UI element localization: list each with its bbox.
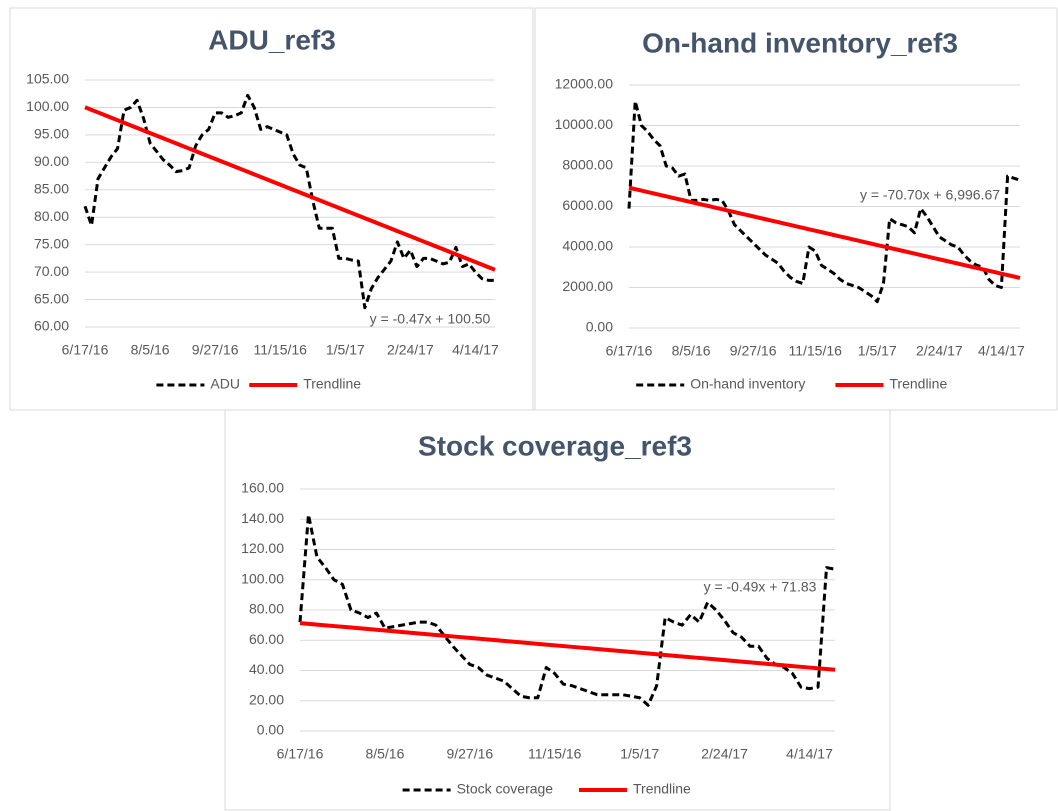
y-tick-label: 60.00 xyxy=(249,631,284,647)
y-tick-label: 0.00 xyxy=(586,319,613,335)
x-tick-label: 2/24/17 xyxy=(916,343,963,359)
chart-title: On-hand inventory_ref3 xyxy=(642,27,958,58)
y-tick-label: 80.00 xyxy=(249,601,284,617)
legend-label: ADU xyxy=(210,376,240,392)
chart-panel: ADU_ref3 60.00 65.00 70.00 75.00 80.00 85.00 90… xyxy=(9,7,534,411)
x-tick-label: 6/17/16 xyxy=(277,746,324,762)
trendline-equation: y = -70.70x + 6,996.67 xyxy=(860,187,1000,203)
y-tick-label: 140.00 xyxy=(241,510,284,526)
y-tick-label: 75.00 xyxy=(34,235,69,251)
y-tick-label: 100.00 xyxy=(26,98,69,114)
x-tick-label: 11/15/16 xyxy=(528,746,582,762)
x-tick-label: 8/5/16 xyxy=(365,746,404,762)
y-tick-label: 100.00 xyxy=(241,570,284,586)
series-line xyxy=(299,621,836,672)
panel-frame xyxy=(534,7,1058,411)
legend-label: Trendline xyxy=(889,376,947,392)
y-tick-label: 65.00 xyxy=(34,290,69,306)
y-tick-label: 105.00 xyxy=(26,71,69,87)
x-tick-label: 9/27/16 xyxy=(446,746,493,762)
y-tick-label: 4000.00 xyxy=(562,238,613,254)
y-tick-label: 10000.00 xyxy=(555,116,614,132)
chart-panel: Stock coverage_ref3 0.00 20.00 40.00 60.00 80… xyxy=(224,409,891,811)
y-tick-label: 80.00 xyxy=(34,208,69,224)
y-tick-label: 40.00 xyxy=(249,661,284,677)
x-tick-label: 6/17/16 xyxy=(606,343,653,359)
x-tick-label: 4/14/17 xyxy=(978,343,1025,359)
legend-label: Trendline xyxy=(303,376,361,392)
x-tick-label: 4/14/17 xyxy=(786,746,833,762)
y-tick-label: 12000.00 xyxy=(555,76,614,92)
y-tick-label: 6000.00 xyxy=(562,197,613,213)
x-tick-label: 2/24/17 xyxy=(701,746,748,762)
x-tick-label: 11/15/16 xyxy=(254,342,308,358)
y-tick-label: 120.00 xyxy=(241,540,284,556)
series-line xyxy=(627,99,1021,304)
x-tick-label: 8/5/16 xyxy=(672,343,711,359)
x-tick-label: 11/15/16 xyxy=(788,343,842,359)
chart-title: ADU_ref3 xyxy=(208,24,336,55)
y-tick-label: 160.00 xyxy=(241,480,284,496)
y-tick-label: 2000.00 xyxy=(562,278,613,294)
chart-title: Stock coverage_ref3 xyxy=(418,430,692,461)
legend-label: Stock coverage xyxy=(457,781,554,797)
x-tick-label: 4/14/17 xyxy=(452,342,499,358)
x-tick-label: 9/27/16 xyxy=(730,343,777,359)
series-line xyxy=(84,105,496,272)
y-tick-label: 90.00 xyxy=(34,153,69,169)
y-tick-label: 95.00 xyxy=(34,126,69,142)
trendline-equation: y = -0.47x + 100.50 xyxy=(370,311,491,327)
y-tick-label: 20.00 xyxy=(249,691,284,707)
y-tick-label: 85.00 xyxy=(34,180,69,196)
series-line xyxy=(628,185,1021,280)
y-tick-label: 70.00 xyxy=(34,263,69,279)
y-tick-label: 0.00 xyxy=(257,722,284,738)
x-tick-label: 1/5/17 xyxy=(326,342,365,358)
x-tick-label: 2/24/17 xyxy=(387,342,434,358)
x-tick-label: 9/27/16 xyxy=(192,342,239,358)
x-tick-label: 8/5/16 xyxy=(131,342,170,358)
trendline-equation: y = -0.49x + 71.83 xyxy=(704,579,817,595)
y-tick-label: 8000.00 xyxy=(562,157,613,173)
legend-label: On-hand inventory xyxy=(690,376,805,392)
y-tick-label: 60.00 xyxy=(34,318,69,334)
chart-panel: On-hand inventory_ref3 0.00 2000.00 4000.00… xyxy=(534,7,1058,411)
x-tick-label: 1/5/17 xyxy=(620,746,659,762)
series-line xyxy=(298,513,836,707)
legend-label: Trendline xyxy=(633,781,691,797)
x-tick-label: 6/17/16 xyxy=(62,342,109,358)
series-line xyxy=(83,93,495,310)
x-tick-label: 1/5/17 xyxy=(858,343,897,359)
panel-frame xyxy=(9,7,534,411)
